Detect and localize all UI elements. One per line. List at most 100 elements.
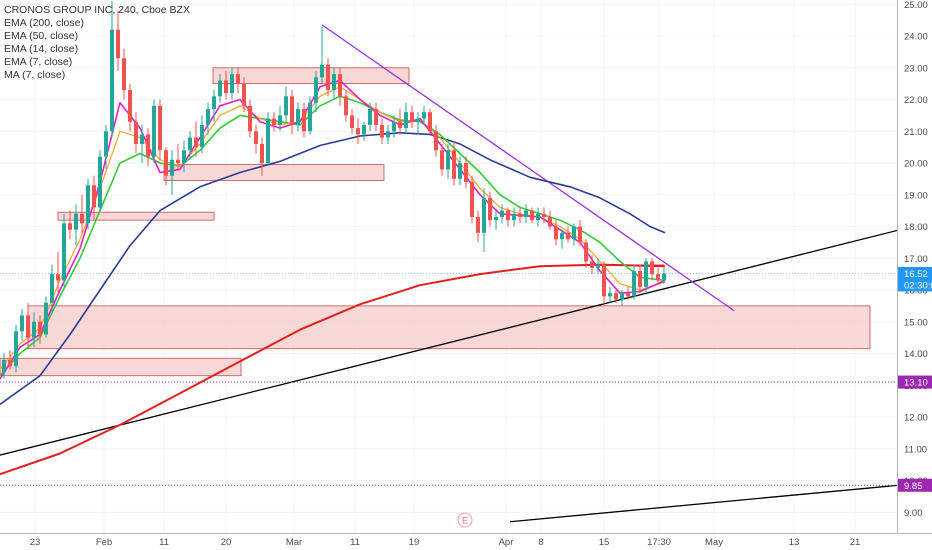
candle-body	[380, 124, 384, 138]
candle-body	[266, 118, 270, 163]
candle-body	[278, 115, 282, 125]
candle-body	[200, 124, 204, 148]
candle	[56, 251, 60, 294]
legend-ema-7[interactable]: EMA (7, close)	[4, 56, 73, 68]
y-tick-label: 19.00	[904, 190, 928, 201]
candle	[590, 255, 594, 275]
candle	[122, 48, 126, 100]
candle	[356, 118, 360, 144]
level-low-tag-bg	[898, 478, 932, 492]
candle	[248, 99, 252, 138]
candle-body	[116, 29, 120, 59]
candle-body	[242, 83, 246, 106]
candle	[26, 302, 30, 348]
candle	[266, 112, 270, 167]
moving-average-layer	[0, 79, 666, 476]
candle	[530, 207, 534, 224]
candle-body	[662, 273, 666, 281]
legend-ma-7[interactable]: MA (7, close)	[4, 69, 66, 81]
x-tick-label: 23	[30, 537, 41, 548]
candle	[158, 99, 162, 160]
candle	[458, 156, 462, 186]
candle	[644, 258, 648, 294]
earnings-event-label: E	[462, 516, 468, 526]
candle	[632, 264, 636, 300]
candle	[470, 175, 474, 224]
x-tick-label: 8	[538, 537, 543, 548]
candle	[134, 112, 138, 154]
candle	[50, 264, 54, 313]
candle-body	[296, 109, 300, 125]
candle-body	[314, 77, 318, 103]
candle	[638, 264, 642, 294]
candle	[62, 213, 66, 287]
candle	[626, 286, 630, 300]
candle-body	[272, 118, 276, 125]
legend-ema-14[interactable]: EMA (14, close)	[4, 43, 79, 55]
candle	[176, 143, 180, 170]
candle-body	[446, 150, 450, 170]
candle	[92, 175, 96, 221]
candle-body	[56, 274, 60, 281]
candle-body	[452, 150, 456, 179]
candle-body	[368, 109, 372, 125]
last-price-tag: 16.52	[904, 269, 928, 280]
candle-body	[182, 150, 186, 163]
candle	[566, 226, 570, 243]
y-tick-label: 9.00	[904, 508, 923, 519]
candle-body	[638, 270, 642, 287]
candle-body	[572, 226, 576, 240]
candle	[8, 350, 12, 370]
candle-body	[104, 131, 108, 157]
candle	[194, 121, 198, 157]
candle	[374, 102, 378, 132]
candle-body	[362, 124, 366, 135]
candle	[428, 109, 432, 135]
y-tick-label: 15.00	[904, 317, 928, 328]
chart-grid	[0, 0, 897, 533]
candle	[398, 109, 402, 135]
candle-body	[164, 150, 168, 176]
candle-body	[302, 109, 306, 132]
countdown-tag-bg	[898, 278, 932, 292]
candle-body	[254, 131, 258, 144]
candle	[188, 131, 192, 160]
x-tick-label: 15	[599, 537, 610, 548]
candle-body	[128, 89, 132, 122]
candle	[410, 105, 414, 129]
candle-body	[140, 134, 144, 144]
candle	[464, 156, 468, 189]
x-tick-label: Mar	[286, 537, 302, 548]
candle-body	[410, 112, 414, 122]
event-marker-layer[interactable]: E	[457, 512, 473, 528]
candle-body	[470, 182, 474, 217]
y-tick-label: 18.00	[904, 222, 928, 233]
candle-body	[50, 274, 54, 303]
candle	[116, 10, 120, 71]
legend-title: CRONOS GROUP INC, 240, Cboe BZX	[4, 4, 190, 16]
candle-body	[494, 216, 498, 221]
chart-legend: CRONOS GROUP INC, 240, Cboe BZX EMA (200…	[4, 4, 190, 82]
candle-body	[74, 213, 78, 230]
candle	[404, 102, 408, 135]
legend-ema-200[interactable]: EMA (200, close)	[4, 17, 84, 29]
candle	[434, 124, 438, 157]
candle-body	[596, 264, 600, 268]
candle	[140, 124, 144, 163]
series-ema-200-close	[0, 263, 666, 476]
candle	[86, 178, 90, 230]
candle-body	[656, 274, 660, 281]
candle-body	[416, 118, 420, 122]
x-tick-label: 17:30	[647, 537, 671, 548]
trendline-descending-resistance	[321, 24, 735, 312]
x-tick-label: 20	[221, 537, 232, 548]
candle	[230, 67, 234, 100]
candle	[602, 261, 606, 306]
candle-body	[122, 58, 126, 90]
candle	[614, 290, 618, 303]
legend-ema-50[interactable]: EMA (50, close)	[4, 30, 79, 42]
candle	[362, 121, 366, 141]
candle	[80, 194, 84, 233]
